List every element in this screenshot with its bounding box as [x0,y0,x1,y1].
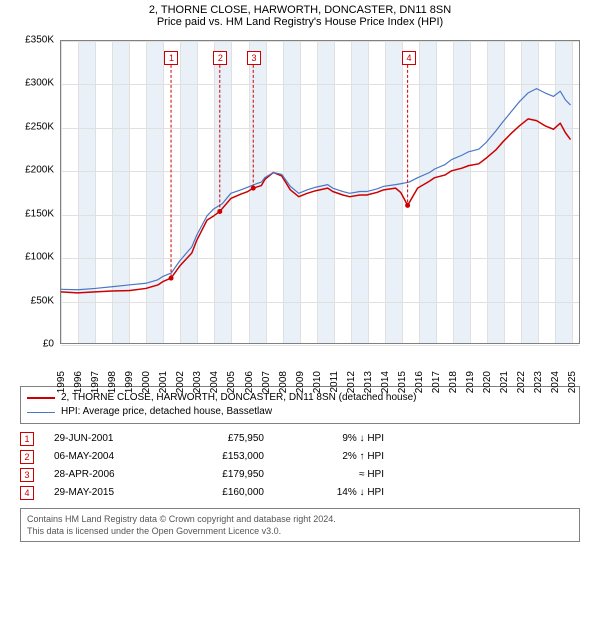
x-tick-label: 2019 [465,371,476,393]
sale-event-pct: 9% ↓ HPI [284,430,384,448]
sale-event-row: 4 29-MAY-2015 £160,000 14% ↓ HPI [20,484,580,502]
series-line [61,119,571,293]
x-tick-label: 2010 [312,371,323,393]
x-tick-label: 1996 [73,371,84,393]
x-tick-label: 2022 [516,371,527,393]
y-tick-label: £0 [43,339,54,350]
sale-marker-dot [251,186,256,191]
x-tick-label: 2003 [192,371,203,393]
chart-footer: Contains HM Land Registry data © Crown c… [20,508,580,542]
y-tick-label: £250K [25,121,54,132]
sale-marker-box: 3 [247,51,261,65]
sale-events-table: 1 29-JUN-2001 £75,950 9% ↓ HPI 2 06-MAY-2004 £… [20,430,580,502]
plot-area: 1 2 3 4 [60,40,580,344]
x-tick-label: 2016 [414,371,425,393]
sale-event-date: 06-MAY-2004 [54,448,154,466]
chart-title-line1: 2, THORNE CLOSE, HARWORTH, DONCASTER, DN… [0,4,600,16]
x-tick-label: 2018 [448,371,459,393]
x-tick-label: 2007 [261,371,272,393]
y-tick-label: £100K [25,252,54,263]
sale-event-price: £179,950 [174,466,264,484]
sale-event-date: 29-MAY-2015 [54,484,154,502]
y-tick-label: £350K [25,35,54,46]
x-tick-label: 2021 [499,371,510,393]
y-axis-labels: £0£50K£100K£150K£200K£250K£300K£350K [10,40,58,344]
sale-event-marker: 3 [20,468,34,482]
x-tick-label: 1995 [56,371,67,393]
y-tick-label: £200K [25,165,54,176]
x-tick-label: 2012 [346,371,357,393]
sale-event-price: £153,000 [174,448,264,466]
sale-marker-box: 4 [402,51,416,65]
sale-event-date: 28-APR-2006 [54,466,154,484]
sale-marker-dot [169,276,174,281]
footer-line1: Contains HM Land Registry data © Crown c… [27,513,573,525]
y-tick-label: £300K [25,78,54,89]
sale-event-row: 2 06-MAY-2004 £153,000 2% ↑ HPI [20,448,580,466]
x-tick-label: 2024 [550,371,561,393]
sale-event-price: £160,000 [174,484,264,502]
legend-swatch [27,412,55,413]
x-tick-label: 2001 [158,371,169,393]
sale-marker-box: 1 [164,51,178,65]
sale-event-pct: ≈ HPI [284,466,384,484]
sale-event-date: 29-JUN-2001 [54,430,154,448]
x-tick-label: 2009 [295,371,306,393]
sale-event-pct: 14% ↓ HPI [284,484,384,502]
legend-row: HPI: Average price, detached house, Bass… [27,405,573,419]
sale-marker-box: 2 [213,51,227,65]
legend-label: HPI: Average price, detached house, Bass… [61,405,272,419]
x-tick-label: 1998 [107,371,118,393]
x-tick-label: 1997 [90,371,101,393]
x-tick-label: 2025 [567,371,578,393]
y-tick-label: £50K [31,295,54,306]
x-tick-label: 2023 [533,371,544,393]
x-tick-label: 2015 [397,371,408,393]
sale-event-marker: 2 [20,450,34,464]
x-tick-label: 2013 [363,371,374,393]
x-tick-label: 2002 [175,371,186,393]
sale-marker-dot [405,203,410,208]
x-tick-label: 2005 [226,371,237,393]
x-tick-label: 2017 [431,371,442,393]
sale-event-row: 1 29-JUN-2001 £75,950 9% ↓ HPI [20,430,580,448]
sale-event-row: 3 28-APR-2006 £179,950 ≈ HPI [20,466,580,484]
sale-event-marker: 1 [20,432,34,446]
x-tick-label: 2004 [209,371,220,393]
x-tick-label: 2011 [329,371,340,393]
sale-event-price: £75,950 [174,430,264,448]
y-tick-label: £150K [25,208,54,219]
footer-line2: This data is licensed under the Open Gov… [27,525,573,537]
chart-title-line2: Price paid vs. HM Land Registry's House … [0,16,600,28]
x-axis-labels: 1995199619971998199920002001200220032004… [60,346,580,382]
x-tick-label: 2006 [244,371,255,393]
x-tick-label: 2014 [380,371,391,393]
sale-event-pct: 2% ↑ HPI [284,448,384,466]
sale-marker-dot [217,209,222,214]
x-tick-label: 1999 [124,371,135,393]
chart-title-block: 2, THORNE CLOSE, HARWORTH, DONCASTER, DN… [0,0,600,30]
x-tick-label: 2020 [482,371,493,393]
x-tick-label: 2000 [141,371,152,393]
x-tick-label: 2008 [278,371,289,393]
chart-svg [61,41,579,344]
legend-swatch [27,397,55,399]
series-line [61,89,571,290]
sale-event-marker: 4 [20,486,34,500]
chart-area: £0 £50K £100K £150K £200K £250K £300K £350K 1 2 3… [10,32,590,382]
